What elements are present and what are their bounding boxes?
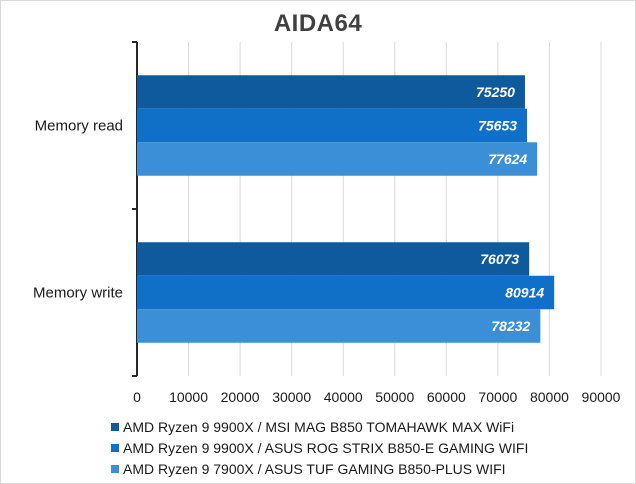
legend-item: AMD Ryzen 9 7900X / ASUS TUF GAMING B850… xyxy=(111,458,528,479)
x-tick-label: 0 xyxy=(133,389,141,405)
bar xyxy=(137,75,525,109)
legend-label: AMD Ryzen 9 9900X / MSI MAG B850 TOMAHAW… xyxy=(123,418,515,435)
legend-label: AMD Ryzen 9 9900X / ASUS ROG STRIX B850-… xyxy=(123,439,529,456)
legend-item: AMD Ryzen 9 9900X / MSI MAG B850 TOMAHAW… xyxy=(111,416,528,437)
x-tick-label: 50000 xyxy=(375,389,414,405)
category-label: Memory write xyxy=(33,285,123,302)
legend-label: AMD Ryzen 9 7900X / ASUS TUF GAMING B850… xyxy=(123,460,506,477)
legend-swatch xyxy=(111,464,119,473)
data-label: 78232 xyxy=(491,318,530,334)
x-tick-label: 70000 xyxy=(478,389,517,405)
category-label: Memory read xyxy=(35,118,123,135)
chart-title: AIDA64 xyxy=(273,10,363,37)
legend-swatch xyxy=(111,443,119,452)
data-label: 80914 xyxy=(505,285,544,301)
bar xyxy=(137,142,538,176)
x-tick-label: 10000 xyxy=(169,389,208,405)
bar xyxy=(137,108,528,143)
data-label: 76073 xyxy=(480,251,519,267)
legend-item: AMD Ryzen 9 9900X / ASUS ROG STRIX B850-… xyxy=(111,437,528,458)
x-tick-label: 40000 xyxy=(324,389,363,405)
data-label: 77624 xyxy=(488,151,527,167)
bar xyxy=(137,275,555,310)
x-tick-label: 90000 xyxy=(582,389,621,405)
bar xyxy=(137,309,541,343)
data-label: 75250 xyxy=(476,84,515,100)
x-tick-label: 20000 xyxy=(221,389,260,405)
x-tick-label: 80000 xyxy=(530,389,569,405)
data-label: 75653 xyxy=(478,118,517,134)
x-tick-label: 30000 xyxy=(272,389,311,405)
legend-swatch xyxy=(111,422,119,431)
chart-legend: AMD Ryzen 9 9900X / MSI MAG B850 TOMAHAW… xyxy=(111,416,528,479)
x-tick-label: 60000 xyxy=(427,389,466,405)
bar xyxy=(137,242,530,276)
